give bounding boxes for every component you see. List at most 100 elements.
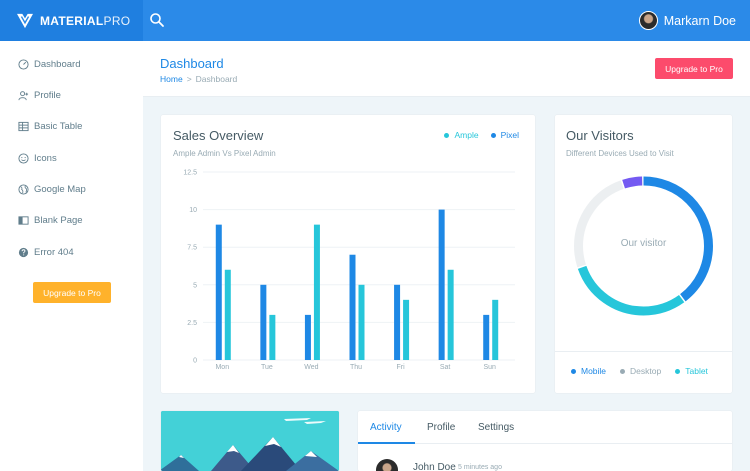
y-tick-label: 12.5 — [183, 170, 197, 177]
page-header: Dashboard Home > Dashboard Upgrade to Pr… — [143, 41, 750, 97]
visitors-title: Our Visitors — [566, 128, 634, 143]
sidebar-item-icons[interactable]: Icons — [18, 151, 57, 165]
bar-pixel-thu[interactable] — [349, 254, 356, 360]
brand-logo-area[interactable]: MATERIALPRO — [0, 0, 143, 41]
legend-dot — [490, 132, 496, 138]
breadcrumb-home-link[interactable]: Home — [160, 74, 183, 84]
user-name: Markarn Doe — [663, 13, 736, 28]
y-tick-label: 5 — [193, 282, 197, 289]
bar-ample-sun[interactable] — [492, 299, 499, 360]
active-tab-indicator — [358, 442, 415, 444]
sidebar-item-error-404[interactable]: Error 404 — [18, 245, 74, 259]
visitors-donut-chart — [574, 176, 713, 316]
legend-label: Pixel — [500, 130, 519, 140]
mountain-illustration — [161, 411, 339, 471]
visitors-card: Our Visitors Different Devices Used to V… — [555, 115, 732, 393]
donut-segment-tablet[interactable] — [574, 176, 713, 316]
x-tick-label: Sun — [483, 364, 496, 371]
sales-title: Sales Overview — [173, 128, 264, 143]
x-tick-label: Fri — [396, 364, 405, 371]
sidebar-item-label: Error 404 — [34, 246, 74, 258]
x-tick-label: Wed — [304, 364, 318, 371]
legend-dot — [620, 368, 626, 374]
user-menu[interactable]: Markarn Doe — [638, 11, 736, 30]
sidebar-item-label: Icons — [34, 152, 57, 164]
bar-pixel-mon[interactable] — [215, 224, 222, 360]
legend-label: Ample — [454, 130, 479, 140]
legend-ample: Ample — [444, 130, 479, 140]
bar-ample-wed[interactable] — [313, 224, 320, 360]
legend-pixel: Pixel — [490, 130, 519, 140]
bar-ample-fri[interactable] — [403, 299, 410, 360]
search-icon[interactable] — [149, 12, 165, 28]
breadcrumb-current: Dashboard — [195, 74, 238, 84]
tab-activity[interactable]: Activity — [370, 422, 402, 433]
top-navbar: MATERIALPRO Markarn Doe — [0, 0, 750, 41]
bar-pixel-fri[interactable] — [394, 284, 401, 360]
divider — [555, 351, 732, 352]
x-tick-label: Tue — [261, 364, 273, 371]
donut-segment-mobile[interactable] — [574, 176, 713, 316]
activity-avatar — [376, 459, 398, 471]
bar-ample-sat[interactable] — [447, 269, 454, 360]
sidebar-item-label: Google Map — [34, 183, 86, 195]
mountain-image-card — [161, 411, 339, 471]
donut-center-label: Our visitor — [620, 238, 667, 249]
sidebar-item-profile[interactable]: Profile — [18, 88, 61, 102]
globe-icon — [18, 183, 29, 195]
legend-dot — [444, 132, 450, 138]
legend-dot — [571, 368, 576, 374]
y-tick-label: 0 — [193, 358, 197, 365]
sidebar-item-label: Dashboard — [34, 58, 81, 70]
bar-pixel-sat[interactable] — [438, 209, 445, 360]
x-tick-label: Mon — [215, 364, 229, 371]
gauge-icon — [18, 58, 29, 70]
tab-profile[interactable]: Profile — [427, 422, 456, 433]
activity-user-name: John Doe — [413, 462, 456, 471]
legend-label: Tablet — [685, 366, 708, 376]
breadcrumb-separator: > — [186, 74, 192, 84]
user-avatar — [638, 11, 658, 30]
bar-ample-tue[interactable] — [269, 314, 276, 360]
legend-label: Desktop — [630, 366, 662, 376]
sidebar-upgrade-button[interactable]: Upgrade to Pro — [33, 282, 111, 303]
donut-segment-desktop[interactable] — [574, 176, 713, 316]
sidebar-item-basic-table[interactable]: Basic Table — [18, 119, 82, 133]
sidebar: Dashboard Profile Basic Table Icons Goog… — [0, 41, 143, 471]
activity-time: 5 minutes ago — [458, 464, 502, 471]
sidebar-item-label: Basic Table — [34, 120, 83, 132]
legend-mobile: Mobile — [571, 366, 606, 376]
legend-dot — [675, 368, 681, 374]
bar-pixel-sun[interactable] — [483, 314, 490, 360]
sales-subtitle: Ample Admin Vs Pixel Admin — [173, 149, 276, 158]
sidebar-item-blank-page[interactable]: Blank Page — [18, 213, 83, 227]
sidebar-item-label: Blank Page — [34, 214, 83, 226]
sidebar-item-label: Profile — [34, 89, 61, 101]
tabs-card: Activity Profile Settings John Doe 5 min… — [358, 411, 732, 471]
visitors-legend: Mobile Desktop Tablet — [571, 366, 708, 376]
header-upgrade-button[interactable]: Upgrade to Pro — [655, 58, 733, 79]
sales-legend: Ample Pixel — [444, 130, 519, 140]
tab-settings[interactable]: Settings — [478, 422, 515, 433]
sidebar-item-google-map[interactable]: Google Map — [18, 182, 86, 196]
legend-desktop: Desktop — [620, 366, 661, 376]
visitors-subtitle: Different Devices Used to Visit — [566, 149, 674, 158]
bar-ample-thu[interactable] — [358, 284, 365, 360]
legend-tablet: Tablet — [675, 366, 708, 376]
brand-logo-icon — [17, 13, 33, 28]
x-tick-label: Sat — [440, 364, 451, 371]
bar-pixel-wed[interactable] — [304, 314, 311, 360]
y-tick-label: 7.5 — [187, 245, 197, 252]
brand-name: MATERIALPRO — [40, 13, 131, 28]
page-title: Dashboard — [160, 56, 224, 71]
bar-pixel-tue[interactable] — [260, 284, 267, 360]
bar-ample-mon[interactable] — [224, 269, 231, 360]
y-tick-label: 10 — [189, 207, 197, 214]
sales-bar-chart: 12.5 10 7.5 5 2.5 0 Mon Tue Wed Thu Fri Sat Sun — [183, 170, 515, 371]
user-icon — [18, 90, 29, 100]
x-tick-label: Thu — [350, 364, 362, 371]
y-tick-label: 2.5 — [187, 320, 197, 327]
legend-label: Mobile — [581, 366, 607, 376]
tabs-divider — [358, 443, 732, 444]
sidebar-item-dashboard[interactable]: Dashboard — [18, 57, 80, 71]
